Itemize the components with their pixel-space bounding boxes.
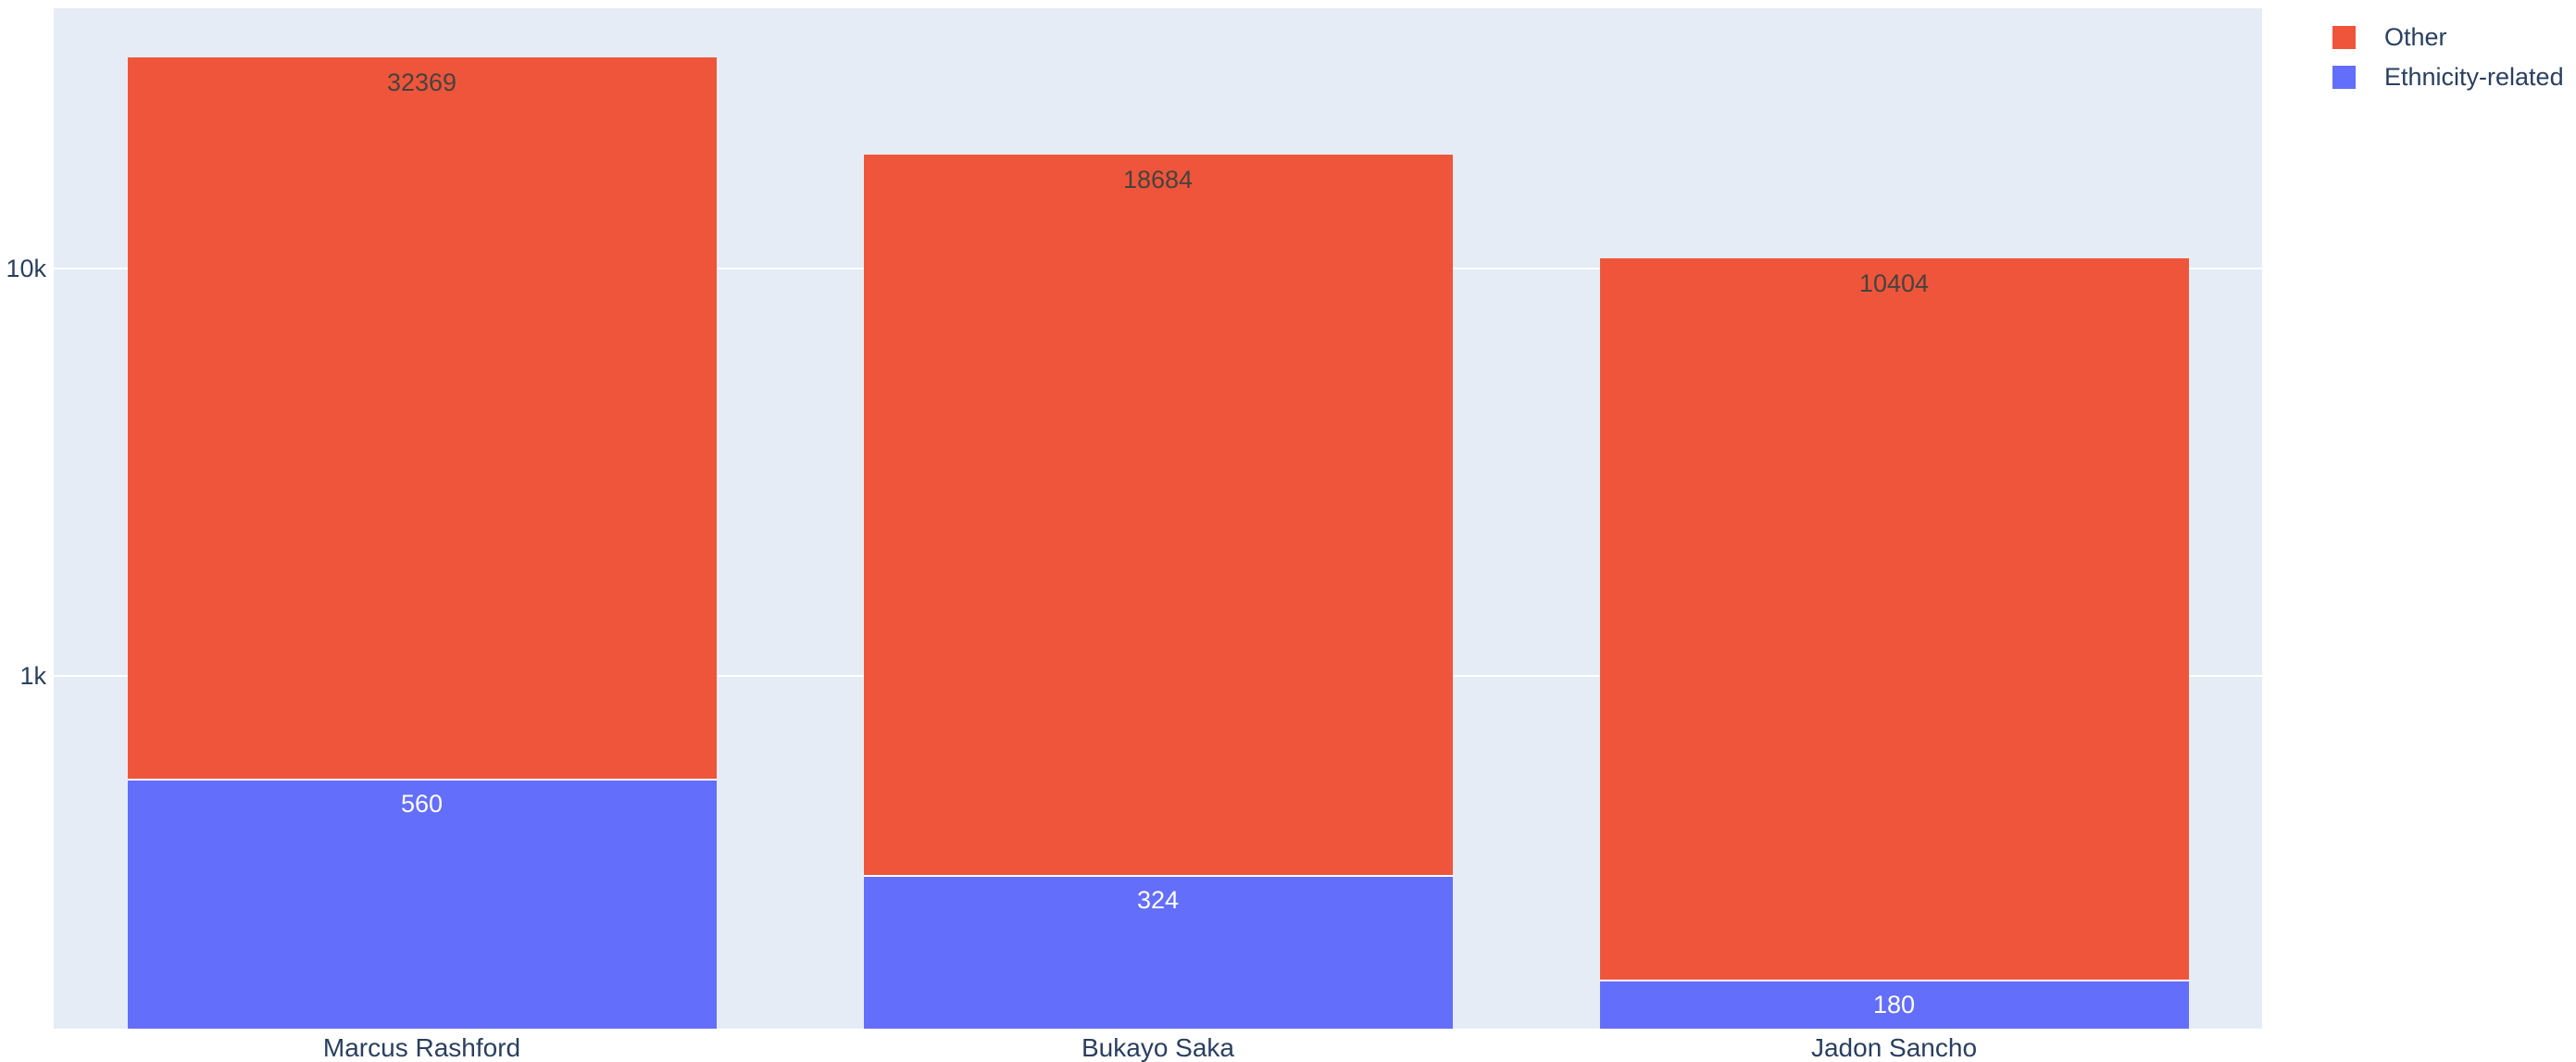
legend-swatch-other [2332, 25, 2356, 49]
bar-segment-ethnicity-related-bukayo-saka[interactable] [863, 875, 1453, 1029]
legend: Other Ethnicity-related [2332, 23, 2564, 103]
bar-segment-other-marcus-rashford[interactable] [127, 57, 717, 779]
bar-value-ethnicity-related-marcus-rashford: 560 [400, 789, 444, 818]
bar-segment-other-jadon-sancho[interactable] [1599, 258, 2189, 980]
bar-segment-ethnicity-related-jadon-sancho[interactable] [1599, 979, 2189, 1029]
bar-value-other-jadon-sancho: 10404 [1858, 269, 1930, 298]
bar-value-other-bukayo-saka: 18684 [1122, 166, 1194, 194]
ytick-1k: 1k [19, 662, 46, 691]
xtick-marcus-rashford: Marcus Rashford [322, 1033, 521, 1062]
xtick-bukayo-saka: Bukayo Saka [1082, 1033, 1234, 1062]
bar-segment-other-bukayo-saka[interactable] [863, 155, 1453, 876]
ytick-10k: 10k [6, 255, 46, 283]
xtick-jadon-sancho: Jadon Sancho [1810, 1033, 1978, 1062]
bar-value-ethnicity-related-bukayo-saka: 324 [1136, 886, 1180, 915]
legend-label-ethnicity-related: Ethnicity-related [2384, 63, 2564, 91]
legend-label-other: Other [2384, 23, 2447, 51]
legend-item-other[interactable]: Other [2332, 23, 2564, 51]
bar-value-ethnicity-related-jadon-sancho: 180 [1872, 990, 1916, 1018]
bar-value-other-marcus-rashford: 32369 [386, 69, 457, 97]
legend-item-ethnicity-related[interactable]: Ethnicity-related [2332, 63, 2564, 91]
plot-area: 560 32369 324 18684 180 10404 [54, 8, 2262, 1029]
legend-swatch-ethnicity-related [2332, 65, 2356, 89]
bar-segment-ethnicity-related-marcus-rashford[interactable] [127, 778, 717, 1029]
